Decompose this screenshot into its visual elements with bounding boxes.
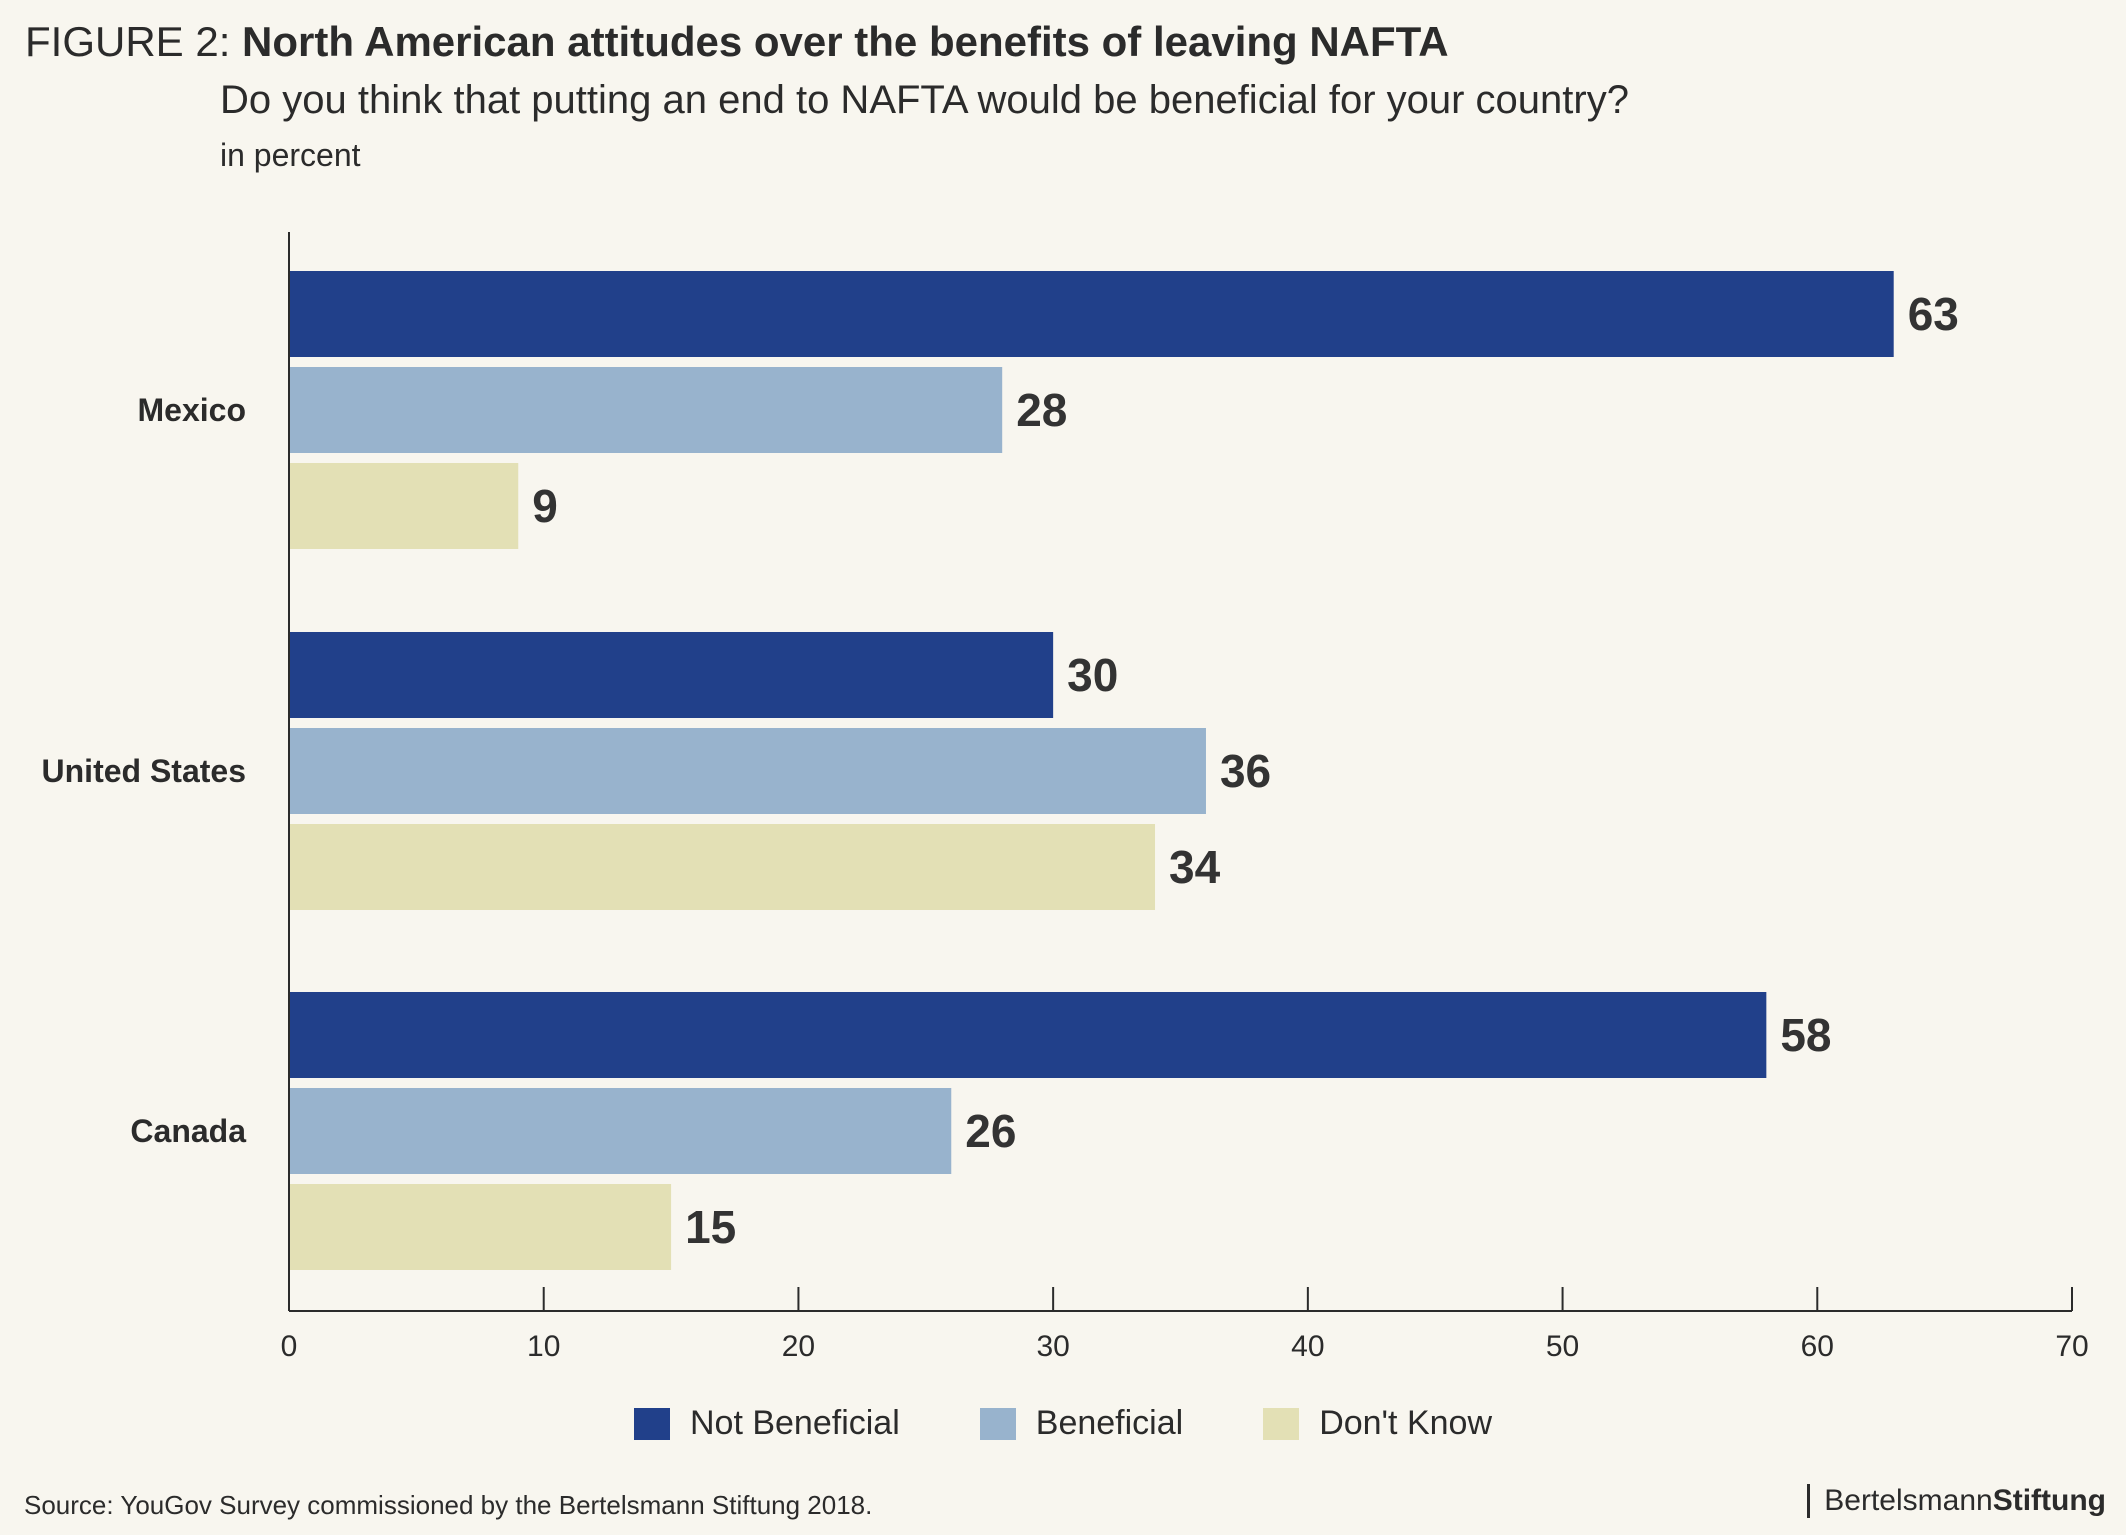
bar: [290, 271, 1894, 357]
bar: [290, 367, 1003, 453]
data-label: 9: [532, 480, 558, 532]
category-label: Mexico: [138, 392, 246, 428]
chart-title: FIGURE 2: North American attitudes over …: [25, 18, 1449, 66]
unit-label: in percent: [220, 137, 361, 173]
data-label: 26: [965, 1105, 1016, 1157]
legend-item-dont-know: Don't Know: [1263, 1404, 1492, 1443]
legend-item-beneficial: Beneficial: [979, 1404, 1184, 1443]
brand-regular: Bertelsmann: [1824, 1484, 1993, 1517]
source-note: Source: YouGov Survey commissioned by th…: [24, 1490, 873, 1520]
bar: [290, 728, 1206, 814]
data-label: 36: [1220, 745, 1271, 797]
legend-item-not-beneficial: Not Beneficial: [633, 1404, 900, 1443]
bar: [290, 463, 519, 549]
figure-label: FIGURE 2:: [25, 18, 231, 65]
data-label: 63: [1908, 288, 1959, 340]
bar: [290, 824, 1156, 910]
bar-chart: 0 10 20 30 40 50 60 70 Mexico 63 28 9 United States 3…: [42, 232, 2089, 1363]
x-tick-label: 60: [1801, 1330, 1834, 1363]
legend-label-beneficial: Beneficial: [1035, 1404, 1184, 1442]
category-label: United States: [42, 753, 246, 789]
chart-subtitle: Do you think that putting an end to NAFT…: [220, 78, 1629, 122]
legend-swatch-beneficial: [979, 1407, 1016, 1440]
data-label: 15: [685, 1201, 736, 1253]
brand-bold: Stiftung: [1992, 1484, 2106, 1517]
x-tick-label: 40: [1291, 1330, 1324, 1363]
legend-swatch-not-beneficial: [633, 1407, 670, 1440]
bar: [290, 1088, 952, 1174]
bar: [290, 992, 1767, 1078]
data-label: 30: [1067, 649, 1118, 701]
x-tick-label: 20: [782, 1330, 815, 1363]
bar: [290, 1184, 672, 1270]
legend-swatch-dont-know: [1263, 1407, 1300, 1440]
legend-label-not-beneficial: Not Beneficial: [689, 1404, 900, 1442]
x-tick-label: 50: [1546, 1330, 1579, 1363]
bar: [290, 632, 1054, 718]
data-label: 34: [1169, 841, 1221, 893]
data-label: 28: [1016, 384, 1067, 436]
brand-logo: BertelsmannStiftung: [1807, 1484, 2106, 1518]
category-label: Canada: [130, 1113, 246, 1149]
legend: Not Beneficial Beneficial Don't Know: [0, 1404, 2126, 1443]
x-tick-label: 70: [2055, 1330, 2088, 1363]
x-tick-label: 0: [281, 1330, 298, 1363]
title-text: North American attitudes over the benefi…: [242, 18, 1449, 65]
x-tick-label: 10: [527, 1330, 560, 1363]
legend-label-dont-know: Don't Know: [1319, 1404, 1492, 1442]
data-label: 58: [1780, 1009, 1831, 1061]
x-tick-label: 30: [1036, 1330, 1069, 1363]
